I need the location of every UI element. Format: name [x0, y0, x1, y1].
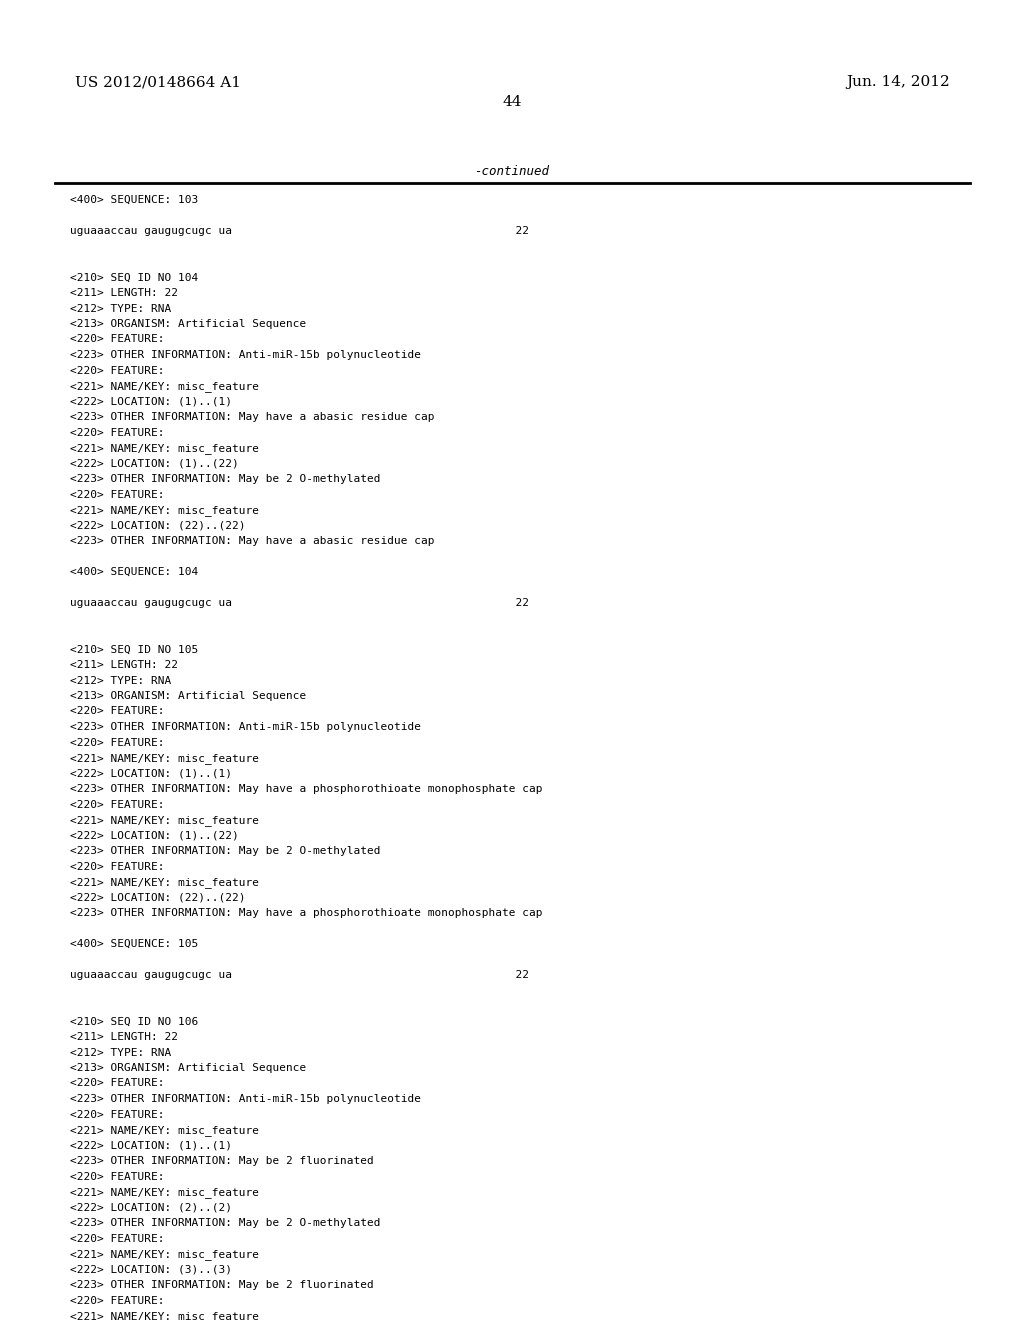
Text: <221> NAME/KEY: misc_feature: <221> NAME/KEY: misc_feature	[70, 752, 259, 764]
Text: <220> FEATURE:: <220> FEATURE:	[70, 490, 165, 499]
Text: <211> LENGTH: 22: <211> LENGTH: 22	[70, 660, 178, 671]
Text: uguaaaccau gaugugcugc ua                                          22: uguaaaccau gaugugcugc ua 22	[70, 598, 529, 609]
Text: <223> OTHER INFORMATION: May have a phosphorothioate monophosphate cap: <223> OTHER INFORMATION: May have a phos…	[70, 908, 543, 917]
Text: <220> FEATURE:: <220> FEATURE:	[70, 706, 165, 717]
Text: <221> NAME/KEY: misc_feature: <221> NAME/KEY: misc_feature	[70, 1249, 259, 1259]
Text: <221> NAME/KEY: misc_feature: <221> NAME/KEY: misc_feature	[70, 1187, 259, 1199]
Text: <220> FEATURE:: <220> FEATURE:	[70, 1295, 165, 1305]
Text: <400> SEQUENCE: 104: <400> SEQUENCE: 104	[70, 568, 199, 577]
Text: <220> FEATURE:: <220> FEATURE:	[70, 1233, 165, 1243]
Text: <220> FEATURE:: <220> FEATURE:	[70, 428, 165, 437]
Text: <220> FEATURE:: <220> FEATURE:	[70, 862, 165, 871]
Text: <223> OTHER INFORMATION: Anti-miR-15b polynucleotide: <223> OTHER INFORMATION: Anti-miR-15b po…	[70, 722, 421, 733]
Text: <223> OTHER INFORMATION: May have a abasic residue cap: <223> OTHER INFORMATION: May have a abas…	[70, 536, 434, 546]
Text: <222> LOCATION: (1)..(22): <222> LOCATION: (1)..(22)	[70, 458, 239, 469]
Text: <222> LOCATION: (3)..(3): <222> LOCATION: (3)..(3)	[70, 1265, 232, 1275]
Text: <222> LOCATION: (2)..(2): <222> LOCATION: (2)..(2)	[70, 1203, 232, 1213]
Text: <222> LOCATION: (1)..(1): <222> LOCATION: (1)..(1)	[70, 396, 232, 407]
Text: 44: 44	[502, 95, 522, 110]
Text: <223> OTHER INFORMATION: May be 2 fluorinated: <223> OTHER INFORMATION: May be 2 fluori…	[70, 1280, 374, 1290]
Text: uguaaaccau gaugugcugc ua                                          22: uguaaaccau gaugugcugc ua 22	[70, 226, 529, 236]
Text: <222> LOCATION: (22)..(22): <222> LOCATION: (22)..(22)	[70, 892, 246, 903]
Text: Jun. 14, 2012: Jun. 14, 2012	[846, 75, 950, 88]
Text: <223> OTHER INFORMATION: May be 2 O-methylated: <223> OTHER INFORMATION: May be 2 O-meth…	[70, 474, 381, 484]
Text: <213> ORGANISM: Artificial Sequence: <213> ORGANISM: Artificial Sequence	[70, 1063, 306, 1073]
Text: US 2012/0148664 A1: US 2012/0148664 A1	[75, 75, 241, 88]
Text: <222> LOCATION: (1)..(22): <222> LOCATION: (1)..(22)	[70, 830, 239, 841]
Text: <221> NAME/KEY: misc_feature: <221> NAME/KEY: misc_feature	[70, 1311, 259, 1320]
Text: <213> ORGANISM: Artificial Sequence: <213> ORGANISM: Artificial Sequence	[70, 690, 306, 701]
Text: <221> NAME/KEY: misc_feature: <221> NAME/KEY: misc_feature	[70, 876, 259, 888]
Text: <223> OTHER INFORMATION: May have a abasic residue cap: <223> OTHER INFORMATION: May have a abas…	[70, 412, 434, 422]
Text: <210> SEQ ID NO 104: <210> SEQ ID NO 104	[70, 272, 199, 282]
Text: <222> LOCATION: (1)..(1): <222> LOCATION: (1)..(1)	[70, 768, 232, 779]
Text: <220> FEATURE:: <220> FEATURE:	[70, 738, 165, 747]
Text: <221> NAME/KEY: misc_feature: <221> NAME/KEY: misc_feature	[70, 814, 259, 826]
Text: <211> LENGTH: 22: <211> LENGTH: 22	[70, 1032, 178, 1041]
Text: <213> ORGANISM: Artificial Sequence: <213> ORGANISM: Artificial Sequence	[70, 319, 306, 329]
Text: <222> LOCATION: (22)..(22): <222> LOCATION: (22)..(22)	[70, 520, 246, 531]
Text: <212> TYPE: RNA: <212> TYPE: RNA	[70, 304, 171, 314]
Text: <222> LOCATION: (1)..(1): <222> LOCATION: (1)..(1)	[70, 1140, 232, 1151]
Text: <210> SEQ ID NO 106: <210> SEQ ID NO 106	[70, 1016, 199, 1027]
Text: <220> FEATURE:: <220> FEATURE:	[70, 1172, 165, 1181]
Text: <221> NAME/KEY: misc_feature: <221> NAME/KEY: misc_feature	[70, 381, 259, 392]
Text: <223> OTHER INFORMATION: May be 2 O-methylated: <223> OTHER INFORMATION: May be 2 O-meth…	[70, 1218, 381, 1228]
Text: <223> OTHER INFORMATION: May have a phosphorothioate monophosphate cap: <223> OTHER INFORMATION: May have a phos…	[70, 784, 543, 795]
Text: <210> SEQ ID NO 105: <210> SEQ ID NO 105	[70, 644, 199, 655]
Text: <400> SEQUENCE: 105: <400> SEQUENCE: 105	[70, 939, 199, 949]
Text: <221> NAME/KEY: misc_feature: <221> NAME/KEY: misc_feature	[70, 444, 259, 454]
Text: <220> FEATURE:: <220> FEATURE:	[70, 800, 165, 809]
Text: -continued: -continued	[474, 165, 550, 178]
Text: <223> OTHER INFORMATION: May be 2 fluorinated: <223> OTHER INFORMATION: May be 2 fluori…	[70, 1156, 374, 1166]
Text: <220> FEATURE:: <220> FEATURE:	[70, 1078, 165, 1089]
Text: <220> FEATURE:: <220> FEATURE:	[70, 334, 165, 345]
Text: <223> OTHER INFORMATION: May be 2 O-methylated: <223> OTHER INFORMATION: May be 2 O-meth…	[70, 846, 381, 855]
Text: <223> OTHER INFORMATION: Anti-miR-15b polynucleotide: <223> OTHER INFORMATION: Anti-miR-15b po…	[70, 1094, 421, 1104]
Text: <223> OTHER INFORMATION: Anti-miR-15b polynucleotide: <223> OTHER INFORMATION: Anti-miR-15b po…	[70, 350, 421, 360]
Text: <212> TYPE: RNA: <212> TYPE: RNA	[70, 676, 171, 685]
Text: <400> SEQUENCE: 103: <400> SEQUENCE: 103	[70, 195, 199, 205]
Text: uguaaaccau gaugugcugc ua                                          22: uguaaaccau gaugugcugc ua 22	[70, 970, 529, 979]
Text: <221> NAME/KEY: misc_feature: <221> NAME/KEY: misc_feature	[70, 1125, 259, 1137]
Text: <220> FEATURE:: <220> FEATURE:	[70, 366, 165, 375]
Text: <220> FEATURE:: <220> FEATURE:	[70, 1110, 165, 1119]
Text: <211> LENGTH: 22: <211> LENGTH: 22	[70, 288, 178, 298]
Text: <221> NAME/KEY: misc_feature: <221> NAME/KEY: misc_feature	[70, 506, 259, 516]
Text: <212> TYPE: RNA: <212> TYPE: RNA	[70, 1048, 171, 1057]
